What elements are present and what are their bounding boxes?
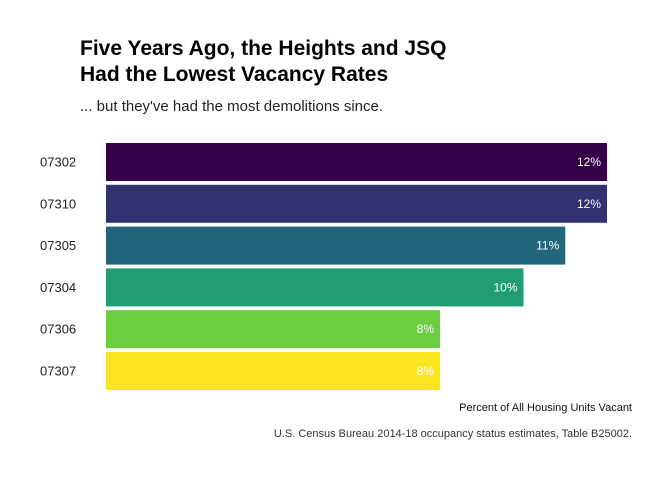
category-label: 07305 [40,238,76,253]
chart-subtitle: ... but they've had the most demolitions… [80,98,384,115]
x-axis-title: Percent of All Housing Units Vacant [459,402,632,414]
chart-title: Five Years Ago, the Heights and JSQ Had … [80,36,446,88]
category-label: 07310 [40,196,76,211]
source-note: U.S. Census Bureau 2014-18 occupancy sta… [273,428,632,440]
data-label: 12% [577,197,601,211]
category-label: 07304 [40,280,76,295]
data-label: 11% [536,239,559,253]
chart-title-line-1: Five Years Ago, the Heights and JSQ [80,37,447,60]
bar [106,143,607,181]
bar [106,268,524,307]
bar [106,226,566,265]
data-label: 10% [493,280,517,294]
chart-title-line-2: Had the Lowest Vacancy Rates [80,63,389,86]
data-label: 12% [577,155,601,169]
bar [106,184,607,223]
bar [106,310,440,349]
category-label: 07307 [40,364,76,379]
category-label: 07302 [40,155,76,170]
data-label: 8% [417,364,435,378]
data-label: 8% [417,322,435,336]
bar [106,352,440,390]
category-label: 07306 [40,322,76,337]
